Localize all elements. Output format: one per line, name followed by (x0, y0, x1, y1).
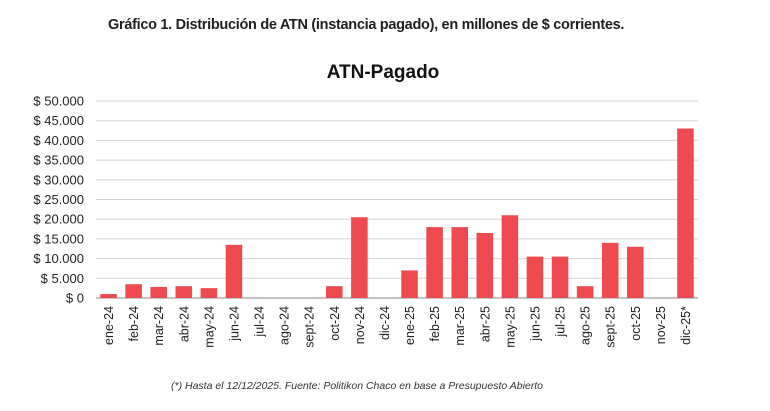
x-tick-label: sept-24 (303, 306, 317, 348)
x-tick-label: oct-25 (629, 306, 643, 341)
x-tick-label: mar-24 (152, 306, 166, 346)
y-tick-label: $ 15.000 (33, 231, 84, 246)
footnote: (*) Hasta el 12/12/2025. Fuente: Politik… (171, 380, 544, 392)
bars (100, 128, 694, 298)
figure-title: Gráfico 1. Distribución de ATN (instanci… (108, 17, 625, 33)
x-tick-label: ene-24 (102, 306, 116, 345)
y-tick-label: $ 5.000 (41, 271, 84, 286)
x-tick-label: dic-24 (378, 306, 392, 340)
y-tick-label: $ 25.000 (33, 192, 84, 207)
bar-jun-24 (225, 244, 243, 298)
chart-title: ATN-Pagado (327, 62, 440, 83)
x-tick-label: may-24 (202, 306, 216, 348)
x-tick-label: ene-25 (403, 306, 417, 345)
x-tick-label: nov-25 (654, 306, 668, 344)
x-tick-label: jun-24 (227, 306, 241, 342)
x-tick-label: feb-25 (428, 306, 442, 341)
x-axis: ene-24 feb-24 mar-24 abr-24 may-24 jun-24 jul-… (102, 306, 693, 348)
y-tick-label: $ 20.000 (33, 212, 84, 227)
bar-dic-25* (677, 128, 694, 298)
x-tick-label: jun-25 (528, 306, 542, 342)
x-tick-label: dic-25* (679, 306, 693, 345)
x-tick-label: abr-24 (177, 306, 191, 342)
y-tick-label: $ 30.000 (33, 172, 84, 187)
y-tick-label: $ 45.000 (33, 113, 84, 128)
x-tick-label: oct-24 (328, 306, 342, 341)
y-tick-label: $ 0 (66, 291, 84, 306)
bar-may-25 (501, 215, 519, 298)
bar-ene-25 (401, 270, 418, 298)
y-tick-label: $ 35.000 (33, 153, 84, 168)
y-tick-label: $ 40.000 (33, 133, 84, 148)
y-tick-label: $ 50.000 (33, 94, 84, 109)
bar-ago-25 (576, 286, 594, 298)
bar-jun-25 (526, 256, 544, 298)
bar-jul-25 (551, 256, 569, 298)
bar-nov-24 (351, 217, 368, 298)
bar-sept-25 (601, 242, 619, 298)
y-tick-label: $ 10.000 (33, 251, 84, 266)
x-tick-label: jul-24 (253, 306, 267, 338)
bar-feb-25 (426, 227, 443, 298)
bar-mar-25 (451, 227, 468, 298)
x-tick-label: sept-25 (604, 306, 618, 348)
bar-mar-24 (150, 286, 167, 298)
bar-ene-24 (100, 294, 117, 298)
bar-may-24 (200, 288, 218, 298)
gridlines (96, 100, 698, 299)
x-tick-label: may-25 (503, 306, 517, 348)
bar-abr-25 (476, 232, 494, 298)
y-axis: $ 0 $ 5.000 $ 10.000 $ 15.000 $ 20.000 $ 25.0… (33, 94, 84, 306)
x-tick-label: ago-25 (579, 306, 593, 345)
x-tick-label: abr-25 (478, 306, 492, 342)
x-tick-label: mar-25 (453, 306, 467, 346)
x-tick-label: jul-25 (554, 306, 568, 338)
bar-oct-24 (326, 286, 343, 298)
x-tick-label: feb-24 (127, 306, 141, 341)
bar-abr-24 (175, 286, 193, 298)
bar-feb-24 (125, 284, 142, 298)
x-tick-label: nov-24 (353, 306, 367, 344)
bar-oct-25 (627, 246, 644, 298)
x-tick-label: ago-24 (278, 306, 292, 345)
